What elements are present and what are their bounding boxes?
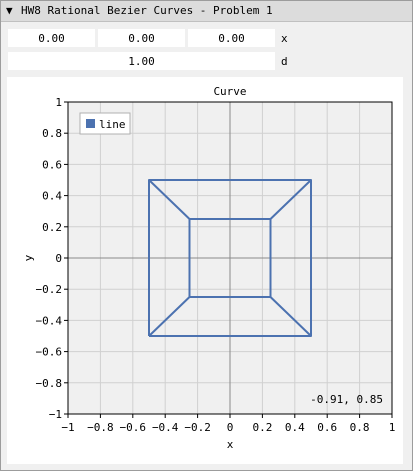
x-field-1[interactable] <box>8 29 95 47</box>
title-bar[interactable]: ▼ HW8 Rational Bezier Curves - Problem 1 <box>1 1 412 22</box>
y-tick-label: −0.2 <box>36 283 63 296</box>
y-tick-label: −0.8 <box>36 377 63 390</box>
x-tick-label: −1 <box>61 421 74 434</box>
x-field-3[interactable] <box>188 29 275 47</box>
x-axis-label: x <box>227 438 234 451</box>
series-segment <box>269 179 312 220</box>
y-tick-label: 0 <box>55 252 62 265</box>
y-axis-label: y <box>22 254 35 261</box>
x-tick-label: 0.2 <box>252 421 272 434</box>
y-tick-label: −0.6 <box>36 346 63 359</box>
x-tick-label: −0.4 <box>152 421 179 434</box>
chart-title: Curve <box>213 85 246 98</box>
x-tick-label: 0.4 <box>285 421 305 434</box>
series-segment <box>269 296 312 337</box>
triangle-down-icon[interactable]: ▼ <box>6 4 13 17</box>
x-tick-label: 0.6 <box>317 421 337 434</box>
series-segment <box>148 296 191 337</box>
legend-swatch <box>86 119 95 128</box>
x-tick-label: 1 <box>389 421 396 434</box>
legend-label: line <box>99 118 126 131</box>
mouse-coordinate-readout: -0.91, 0.85 <box>310 393 383 406</box>
legend: line <box>79 112 131 135</box>
y-tick-label: −1 <box>49 408 62 421</box>
window-title: HW8 Rational Bezier Curves - Problem 1 <box>21 4 273 17</box>
y-tick-label: 0.8 <box>42 127 62 140</box>
y-tick-label: 1 <box>55 96 62 109</box>
x-tick-label: 0 <box>227 421 234 434</box>
x-tick-label: 0.8 <box>350 421 370 434</box>
x-tick-label: −0.6 <box>120 421 147 434</box>
ticks: −1 −0.8 −0.6 −0.4 −0.2 0 0.2 0.4 0.6 0.8 1 −1 −0.8 −0… <box>36 96 396 434</box>
series-segment <box>148 179 191 220</box>
x-label: x <box>281 32 288 45</box>
x-tick-label: −0.8 <box>87 421 114 434</box>
x-field-2[interactable] <box>98 29 185 47</box>
x-tick-label: −0.2 <box>184 421 211 434</box>
y-tick-label: 0.2 <box>42 221 62 234</box>
zero-axes <box>68 102 392 414</box>
legend-box <box>79 112 131 135</box>
y-tick-label: −0.4 <box>36 314 63 327</box>
y-tick-label: 0.6 <box>42 158 62 171</box>
d-label: d <box>281 55 288 68</box>
series-line <box>148 179 312 337</box>
y-tick-label: 0.4 <box>42 190 62 203</box>
d-field[interactable] <box>8 52 275 70</box>
